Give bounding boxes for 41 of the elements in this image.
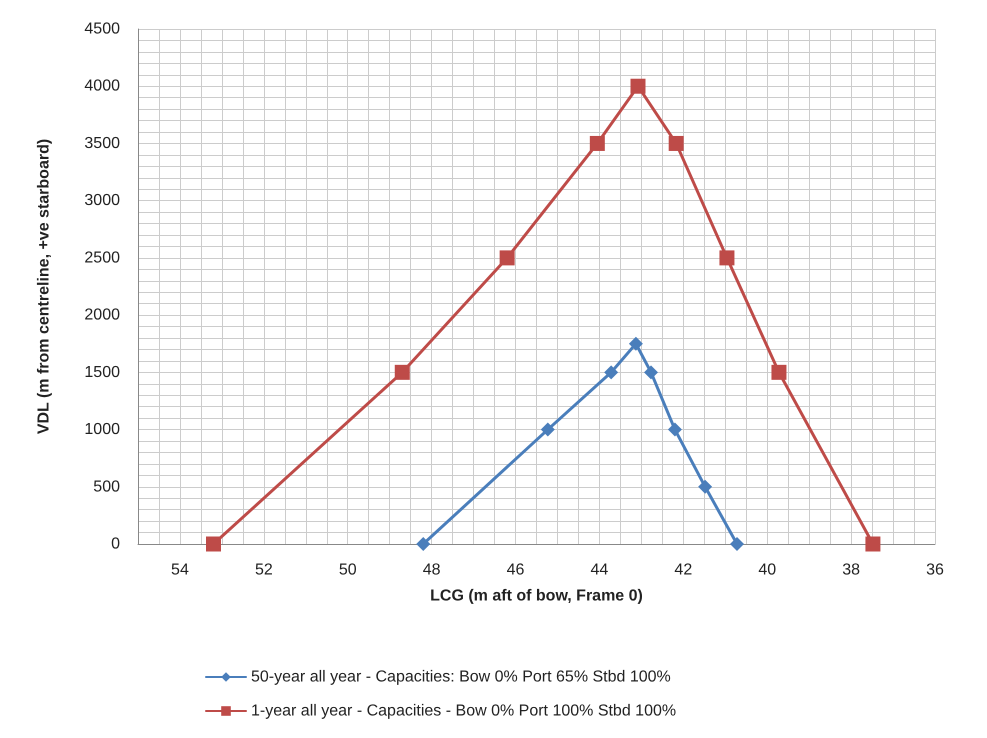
- point: [630, 78, 646, 94]
- legend-label: 1-year all year - Capacities - Bow 0% Port 100% Stbd 100%: [251, 702, 676, 720]
- point: [206, 536, 222, 552]
- x-tick-label: 44: [590, 562, 608, 578]
- x-tick-label: 52: [254, 562, 273, 578]
- x-tick-label: 50: [338, 562, 357, 578]
- x-tick-label: 42: [674, 562, 692, 578]
- point: [416, 537, 430, 551]
- y-tick-label: 2500: [84, 249, 120, 266]
- point: [719, 250, 734, 266]
- x-axis-title: LCG (m aft of bow, Frame 0): [430, 588, 643, 604]
- point: [644, 365, 658, 380]
- point: [698, 480, 712, 494]
- point: [628, 336, 643, 351]
- y-tick-label: 4000: [84, 78, 120, 95]
- y-tick-label: 1500: [84, 364, 120, 381]
- legend-label: 50-year all year - Capacities: Bow 0% Port 65% Stbd 100%: [251, 668, 671, 686]
- y-tick-label: 1000: [84, 421, 120, 438]
- y-tick-label: 3500: [84, 134, 120, 152]
- point: [730, 537, 744, 551]
- point: [394, 364, 410, 380]
- x-tick-label: 36: [926, 562, 944, 578]
- point: [668, 136, 684, 151]
- x-tick-label: 48: [422, 562, 441, 578]
- point: [500, 250, 515, 266]
- y-tick-label: 4500: [84, 20, 120, 38]
- y-tick-label: 0: [111, 536, 120, 552]
- point: [590, 136, 605, 151]
- x-tick-label: 40: [758, 562, 776, 578]
- y-tick-label: 3000: [84, 192, 120, 210]
- point: [604, 365, 618, 380]
- y-axis-title: VDL (m from centreline, +ve starboard): [36, 138, 52, 434]
- y-tick-label: 2000: [84, 306, 120, 324]
- point: [865, 536, 880, 552]
- x-tick-label: 46: [506, 562, 525, 578]
- x-tick-label: 38: [842, 562, 860, 578]
- point: [771, 364, 786, 380]
- x-tick-label: 54: [171, 562, 189, 578]
- point: [540, 422, 555, 437]
- y-tick-label: 500: [93, 478, 120, 496]
- point: [668, 422, 682, 437]
